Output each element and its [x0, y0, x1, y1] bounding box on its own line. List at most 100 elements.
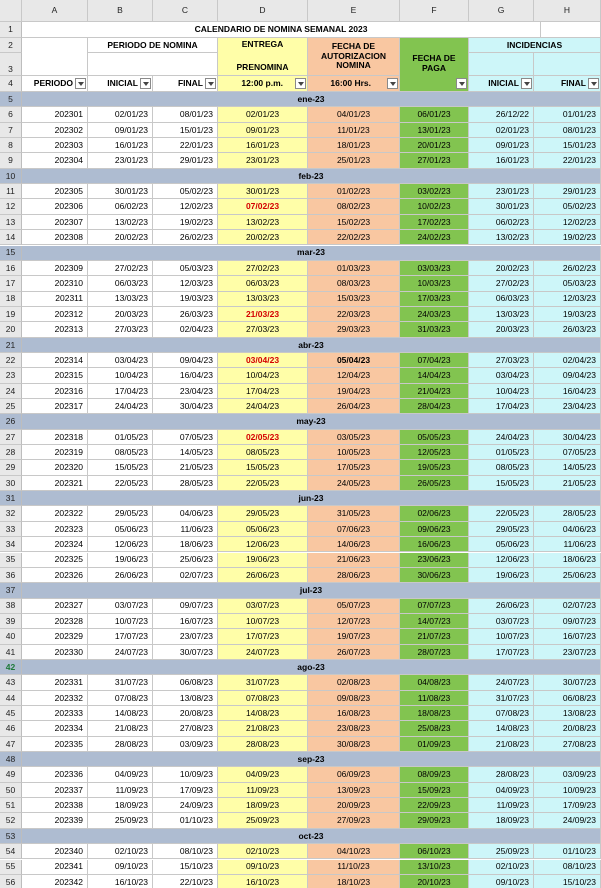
final-cell[interactable]: 14/05/23 — [153, 445, 218, 461]
row-header[interactable]: 46 — [0, 721, 22, 737]
autorizacion-cell[interactable]: 25/01/23 — [308, 153, 400, 169]
cell[interactable] — [541, 22, 601, 38]
periodo-cell[interactable]: 202323 — [22, 521, 88, 538]
final-cell[interactable]: 10/09/23 — [153, 767, 218, 783]
entrega-cell[interactable]: 27/03/23 — [218, 322, 308, 338]
inc-final-cell[interactable]: 08/10/23 — [534, 859, 601, 875]
row-header[interactable]: 55 — [0, 859, 22, 875]
autorizacion-cell[interactable]: 22/02/23 — [308, 230, 400, 246]
inc-inicial-column-header[interactable]: INICIAL — [469, 76, 534, 92]
inc-inicial-cell[interactable]: 31/07/23 — [469, 690, 534, 706]
inc-final-cell[interactable]: 13/08/23 — [534, 706, 601, 722]
row-header[interactable]: 6 — [0, 107, 22, 123]
inicial-cell[interactable]: 16/10/23 — [88, 874, 153, 888]
final-cell[interactable]: 29/01/23 — [153, 153, 218, 169]
inicial-cell[interactable]: 28/08/23 — [88, 736, 153, 753]
inc-inicial-cell[interactable]: 28/08/23 — [469, 767, 534, 783]
entrega-prenomina-header[interactable]: ENTREGA PRENOMINA — [218, 38, 308, 76]
cell[interactable] — [469, 53, 534, 76]
row-header[interactable]: 2 — [0, 38, 22, 53]
column-header-f[interactable]: F — [400, 0, 469, 22]
periodo-cell[interactable]: 202307 — [22, 214, 88, 231]
inc-final-cell[interactable]: 18/06/23 — [534, 552, 601, 568]
autorizacion-cell[interactable]: 23/08/23 — [308, 721, 400, 737]
inicial-cell[interactable]: 17/07/23 — [88, 629, 153, 645]
periodo-cell[interactable]: 202333 — [22, 706, 88, 722]
row-header[interactable]: 43 — [0, 675, 22, 691]
inicial-cell[interactable]: 22/05/23 — [88, 475, 153, 492]
inicial-cell[interactable]: 03/04/23 — [88, 352, 153, 369]
inicial-cell[interactable]: 05/06/23 — [88, 521, 153, 538]
periodo-cell[interactable]: 202311 — [22, 291, 88, 307]
inc-final-cell[interactable]: 05/02/23 — [534, 199, 601, 215]
periodo-cell[interactable]: 202324 — [22, 537, 88, 553]
entrega-cell[interactable]: 30/01/23 — [218, 184, 308, 200]
inc-final-cell[interactable]: 21/05/23 — [534, 475, 601, 492]
inc-inicial-cell[interactable]: 26/06/23 — [469, 598, 534, 614]
inc-inicial-cell[interactable]: 05/06/23 — [469, 537, 534, 553]
entrega-cell[interactable]: 29/05/23 — [218, 506, 308, 522]
inc-final-cell[interactable]: 28/05/23 — [534, 506, 601, 522]
autorizacion-cell[interactable]: 04/01/23 — [308, 107, 400, 123]
periodo-cell[interactable]: 202309 — [22, 260, 88, 277]
autorizacion-cell[interactable]: 30/08/23 — [308, 736, 400, 753]
final-cell[interactable]: 13/08/23 — [153, 690, 218, 706]
inc-final-cell[interactable]: 12/03/23 — [534, 291, 601, 307]
month-label[interactable]: ago-23 — [22, 659, 601, 676]
inc-inicial-cell[interactable]: 02/01/23 — [469, 122, 534, 139]
row-header[interactable]: 15 — [0, 245, 22, 261]
inc-final-cell[interactable]: 22/01/23 — [534, 153, 601, 169]
inc-inicial-cell[interactable]: 08/05/23 — [469, 460, 534, 476]
pago-cell[interactable]: 16/06/23 — [400, 537, 469, 553]
cell[interactable] — [22, 38, 88, 76]
row-header[interactable]: 40 — [0, 629, 22, 645]
inc-inicial-cell[interactable]: 13/03/23 — [469, 306, 534, 323]
row-header[interactable]: 28 — [0, 445, 22, 461]
row-header[interactable]: 39 — [0, 613, 22, 630]
inc-inicial-cell[interactable]: 10/04/23 — [469, 383, 534, 399]
inc-final-cell[interactable]: 23/04/23 — [534, 399, 601, 415]
final-cell[interactable]: 15/10/23 — [153, 859, 218, 875]
cell[interactable] — [88, 53, 218, 76]
inc-final-cell[interactable]: 25/06/23 — [534, 567, 601, 584]
inc-inicial-cell[interactable]: 15/05/23 — [469, 475, 534, 492]
inc-final-cell[interactable]: 19/02/23 — [534, 230, 601, 246]
inc-final-cell[interactable]: 04/06/23 — [534, 521, 601, 538]
inc-inicial-cell[interactable]: 17/04/23 — [469, 399, 534, 415]
inicial-cell[interactable]: 14/08/23 — [88, 706, 153, 722]
row-header[interactable]: 5 — [0, 92, 22, 108]
inc-final-cell[interactable]: 08/01/23 — [534, 122, 601, 139]
inc-final-cell[interactable]: 20/08/23 — [534, 721, 601, 737]
row-header[interactable]: 22 — [0, 352, 22, 369]
periodo-cell[interactable]: 202315 — [22, 368, 88, 384]
entrega-cell[interactable]: 17/04/23 — [218, 383, 308, 399]
row-header[interactable]: 30 — [0, 475, 22, 492]
entrega-cell[interactable]: 13/02/23 — [218, 214, 308, 231]
row-header[interactable]: 25 — [0, 399, 22, 415]
inicial-cell[interactable]: 02/10/23 — [88, 844, 153, 860]
inc-inicial-cell[interactable]: 07/08/23 — [469, 706, 534, 722]
inc-final-cell[interactable]: 26/03/23 — [534, 322, 601, 338]
inc-final-cell[interactable]: 01/10/23 — [534, 844, 601, 860]
month-label[interactable]: ene-23 — [22, 92, 601, 108]
inicial-cell[interactable]: 21/08/23 — [88, 721, 153, 737]
entrega-cell[interactable]: 24/04/23 — [218, 399, 308, 415]
row-header[interactable]: 8 — [0, 138, 22, 154]
row-header[interactable]: 35 — [0, 552, 22, 568]
final-cell[interactable]: 02/07/23 — [153, 567, 218, 584]
inc-inicial-cell[interactable]: 03/07/23 — [469, 613, 534, 630]
periodo-cell[interactable]: 202325 — [22, 552, 88, 568]
inicial-cell[interactable]: 13/02/23 — [88, 214, 153, 231]
pago-cell[interactable]: 21/04/23 — [400, 383, 469, 399]
inc-inicial-cell[interactable]: 19/06/23 — [469, 567, 534, 584]
entrega-cell[interactable]: 18/09/23 — [218, 798, 308, 814]
row-header[interactable]: 26 — [0, 414, 22, 430]
inicial-cell[interactable]: 11/09/23 — [88, 782, 153, 799]
final-cell[interactable]: 05/02/23 — [153, 184, 218, 200]
inicial-cell[interactable]: 12/06/23 — [88, 537, 153, 553]
entrega-cell[interactable]: 03/04/23 — [218, 352, 308, 369]
row-header[interactable]: 3 — [0, 53, 22, 76]
inc-inicial-cell[interactable]: 06/03/23 — [469, 291, 534, 307]
column-header-h[interactable]: H — [534, 0, 601, 22]
autorizacion-cell[interactable]: 22/03/23 — [308, 306, 400, 323]
